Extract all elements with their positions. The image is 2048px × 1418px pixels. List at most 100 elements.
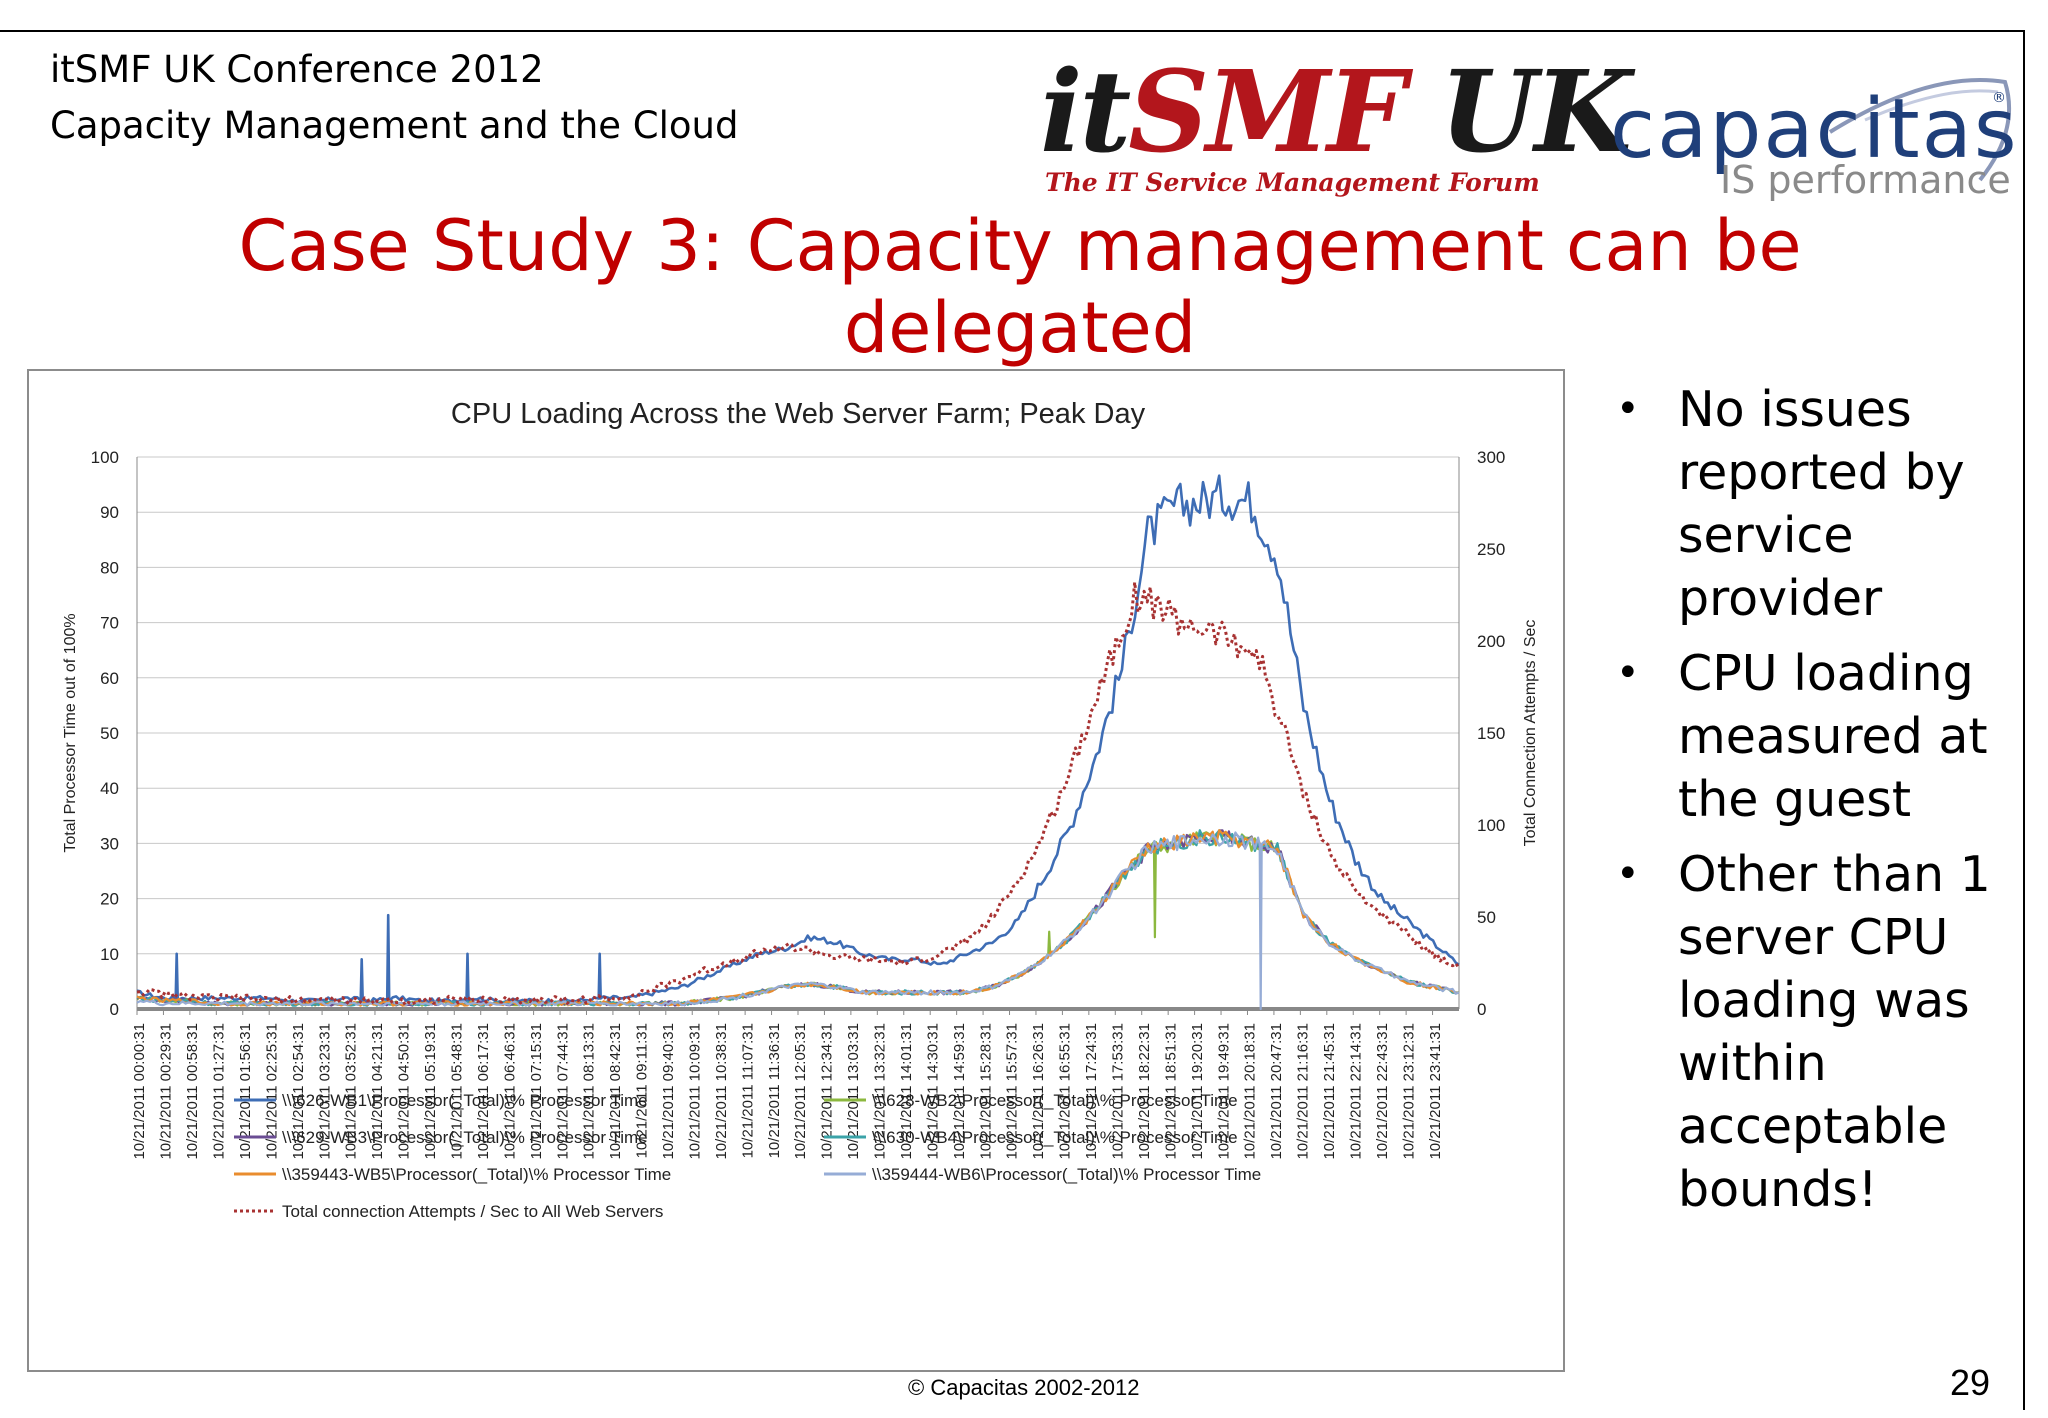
legend-label: \\\628-WB2\Processor(_Total)\% Processor…: [872, 1091, 1238, 1110]
x-tick-label: 10/21/2011 21:45:31: [1321, 1023, 1338, 1160]
y2-tick-label: 150: [1477, 724, 1505, 743]
capacitas-logo-wordmark: capacitas: [1610, 82, 2019, 177]
bullet-list: • No issues reported by service provider …: [1600, 378, 2020, 1233]
x-tick-label: 10/21/2011 02:25:31: [263, 1023, 280, 1160]
x-tick-label: 10/21/2011 10:09:31: [686, 1023, 703, 1160]
y2-tick-label: 300: [1477, 448, 1505, 467]
right-rule: [2023, 30, 2025, 1410]
capacitas-logo-tagline: IS performance: [1720, 158, 2011, 202]
chart-title: CPU Loading Across the Web Server Farm; …: [451, 398, 1146, 430]
x-tick-label: 10/21/2011 12:05:31: [792, 1023, 809, 1160]
x-tick-label: 10/21/2011 17:53:31: [1110, 1023, 1127, 1160]
x-tick-label: 10/21/2011 03:23:31: [316, 1023, 333, 1160]
y2-tick-label: 200: [1477, 632, 1505, 651]
session-name: Capacity Management and the Cloud: [50, 104, 739, 147]
x-tick-label: 10/21/2011 19:20:31: [1189, 1023, 1206, 1160]
y2-tick-label: 100: [1477, 816, 1505, 835]
x-tick-label: 10/21/2011 15:57:31: [1004, 1023, 1021, 1160]
bullet-dot-icon: •: [1616, 386, 1640, 432]
y2-tick-label: 250: [1477, 540, 1505, 559]
bullet-item: • No issues reported by service provider: [1600, 378, 2020, 630]
x-tick-label: 10/21/2011 13:03:31: [845, 1023, 862, 1160]
x-tick-label: 10/21/2011 00:00:31: [131, 1023, 148, 1160]
page-number: 29: [1950, 1362, 1991, 1403]
y-tick-label: 80: [100, 558, 119, 577]
x-tick-label: 10/21/2011 04:50:31: [396, 1023, 413, 1160]
chart-frame: CPU Loading Across the Web Server Farm; …: [27, 369, 1565, 1372]
x-tick-label: 10/21/2011 08:13:31: [581, 1023, 598, 1160]
series-line: [136, 831, 1460, 1011]
x-tick-label: 10/21/2011 23:12:31: [1400, 1023, 1417, 1160]
x-tick-label: 10/21/2011 23:41:31: [1427, 1023, 1444, 1160]
y-tick-label: 90: [100, 503, 119, 522]
cpu-loading-chart: CPU Loading Across the Web Server Farm; …: [62, 398, 1539, 1221]
x-tick-label: 10/21/2011 14:30:31: [924, 1023, 941, 1160]
x-tick-label: 10/21/2011 00:29:31: [158, 1023, 175, 1160]
x-tick-label: 10/21/2011 09:40:31: [660, 1023, 677, 1160]
itsmf-logo-tagline: The IT Service Management Forum: [1045, 168, 1540, 197]
x-tick-label: 10/21/2011 12:34:31: [819, 1023, 836, 1160]
x-tick-label: 10/21/2011 16:55:31: [1057, 1023, 1074, 1160]
x-tick-label: 10/21/2011 22:14:31: [1347, 1023, 1364, 1160]
x-tick-label: 10/21/2011 14:01:31: [898, 1023, 915, 1160]
x-tick-label: 10/21/2011 06:46:31: [501, 1023, 518, 1160]
x-tick-label: 10/21/2011 13:32:31: [872, 1023, 889, 1160]
y2-axis-label: Total Connection Attempts / Sec: [1522, 620, 1539, 847]
legend-label: \\\630-WB4\Processor(_Total)\% Processor…: [872, 1128, 1238, 1147]
x-tick-label: 10/21/2011 05:19:31: [422, 1023, 439, 1160]
y-tick-label: 20: [100, 890, 119, 909]
bullet-dot-icon: •: [1616, 851, 1640, 897]
registered-mark: ®: [1992, 90, 2006, 106]
x-tick-label: 10/21/2011 20:18:31: [1242, 1023, 1259, 1160]
x-tick-label: 10/21/2011 08:42:31: [607, 1023, 624, 1160]
x-tick-label: 10/21/2011 07:44:31: [554, 1023, 571, 1160]
x-tick-label: 10/21/2011 00:58:31: [184, 1023, 201, 1160]
x-tick-label: 10/21/2011 05:48:31: [449, 1023, 466, 1160]
legend-label: Total connection Attempts / Sec to All W…: [282, 1202, 663, 1221]
series-line: [136, 580, 1461, 1007]
bullet-item: • Other than 1 server CPU loading was wit…: [1600, 843, 2020, 1221]
x-tick-label: 10/21/2011 19:49:31: [1215, 1023, 1232, 1160]
x-tick-label: 10/21/2011 18:22:31: [1136, 1023, 1153, 1160]
itsmf-logo: itSMF UK The IT Service Management Forum: [1040, 47, 1632, 208]
y-tick-label: 10: [100, 945, 119, 964]
x-tick-label: 10/21/2011 02:54:31: [290, 1023, 307, 1160]
x-tick-label: 10/21/2011 17:24:31: [1083, 1023, 1100, 1160]
x-tick-label: 10/21/2011 01:56:31: [237, 1023, 254, 1160]
slide-title-line-1: Case Study 3: Capacity management can be…: [238, 205, 1802, 369]
x-tick-label: 10/21/2011 01:27:31: [211, 1023, 228, 1160]
y2-tick-label: 0: [1477, 1000, 1486, 1019]
x-tick-label: 10/21/2011 14:59:31: [951, 1023, 968, 1160]
capacitas-swoosh-icon: [1828, 78, 2012, 182]
y-tick-label: 30: [100, 834, 119, 853]
y-tick-label: 100: [91, 448, 119, 467]
x-tick-label: 10/21/2011 03:52:31: [343, 1023, 360, 1160]
bullet-dot-icon: •: [1616, 650, 1640, 696]
footer-copyright: © Capacitas 2002-2012: [908, 1375, 1140, 1400]
x-tick-label: 10/21/2011 09:11:31: [634, 1023, 651, 1158]
x-tick-label: 10/21/2011 21:16:31: [1295, 1023, 1312, 1160]
x-tick-label: 10/21/2011 06:17:31: [475, 1023, 492, 1160]
x-tick-label: 10/21/2011 16:26:31: [1030, 1023, 1047, 1160]
legend-label: \\\629-WB3\Processor(_Total)\% Processor…: [282, 1128, 648, 1147]
y-tick-label: 0: [110, 1000, 119, 1019]
legend-label: \\359443-WB5\Processor(_Total)\% Process…: [282, 1165, 671, 1184]
conference-name: itSMF UK Conference 2012: [50, 48, 544, 91]
x-tick-label: 10/21/2011 15:28:31: [977, 1023, 994, 1160]
x-tick-label: 10/21/2011 10:38:31: [713, 1023, 730, 1160]
legend-label: \\\626-WB1\Processor(_Total)\% Processor…: [282, 1091, 648, 1110]
capacitas-logo: capacitas IS performance ®: [1600, 40, 2025, 210]
y-tick-label: 70: [100, 614, 119, 633]
itsmf-logo-wordmark: itSMF UK: [1040, 47, 1632, 178]
y-tick-label: 50: [100, 724, 119, 743]
y-tick-label: 60: [100, 669, 119, 688]
top-rule: [0, 30, 2025, 32]
x-tick-label: 10/21/2011 11:07:31: [739, 1023, 756, 1158]
bullet-item: • CPU loading measured at the guest: [1600, 642, 2020, 831]
y-tick-label: 40: [100, 779, 119, 798]
x-tick-label: 10/21/2011 07:15:31: [528, 1023, 545, 1160]
x-tick-label: 10/21/2011 11:36:31: [766, 1023, 783, 1158]
x-tick-label: 10/21/2011 20:47:31: [1268, 1023, 1285, 1160]
x-tick-label: 10/21/2011 22:43:31: [1374, 1023, 1391, 1160]
y2-tick-label: 50: [1477, 908, 1496, 927]
